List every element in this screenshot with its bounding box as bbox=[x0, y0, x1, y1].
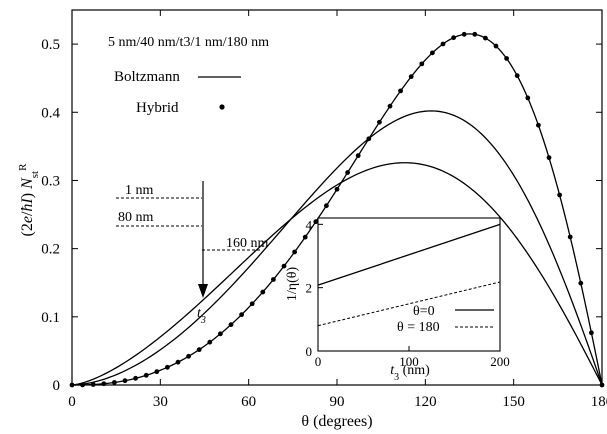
hybrid-point bbox=[324, 203, 329, 209]
inset-curves bbox=[317, 223, 501, 327]
y-tick-label: 0.3 bbox=[41, 173, 60, 189]
x-tick-label: 150 bbox=[502, 394, 525, 410]
thickness-label-160nm: 160 nm bbox=[226, 236, 269, 251]
hybrid-point bbox=[398, 88, 403, 94]
x-tick-label: 0 bbox=[68, 394, 76, 410]
inset-x-tick-label: 100 bbox=[399, 354, 419, 369]
x-tick-label: 30 bbox=[153, 394, 168, 410]
inset-y-axis-title: 1/η(θ) bbox=[285, 267, 300, 302]
hybrid-point bbox=[112, 380, 117, 385]
legend-hybrid-label: Hybrid bbox=[136, 100, 179, 116]
inset-ticks: 0 100 200 0 2 4 bbox=[306, 217, 510, 369]
hybrid-point bbox=[175, 359, 181, 365]
hybrid-point bbox=[514, 73, 520, 79]
inset-line-theta0 bbox=[317, 223, 501, 286]
hybrid-point bbox=[419, 61, 425, 67]
x-tick-label: 60 bbox=[241, 394, 256, 410]
legend-hybrid-dot bbox=[219, 104, 225, 110]
y-tick-label: 0.1 bbox=[41, 310, 60, 326]
inset-line-theta180 bbox=[317, 281, 501, 327]
hybrid-point bbox=[218, 331, 223, 337]
inset-y-tick-label: 4 bbox=[306, 217, 313, 232]
x-tick-label: 90 bbox=[330, 394, 345, 410]
hybrid-point bbox=[546, 155, 552, 161]
hybrid-point bbox=[249, 301, 255, 307]
hybrid-point bbox=[578, 280, 584, 286]
hybrid-point bbox=[493, 43, 499, 49]
hybrid-point bbox=[472, 31, 478, 37]
hybrid-point bbox=[536, 122, 541, 128]
x-axis-title: θ (degrees) bbox=[301, 413, 372, 430]
hybrid-point bbox=[281, 263, 287, 269]
inset-y-tick-label: 0 bbox=[306, 344, 313, 359]
main-ticks: 0 30 60 90 120 150 180 0 0.1 0.2 0.3 0.4 0.5 bbox=[41, 10, 607, 410]
inset-x-axis-title: t3 (nm) bbox=[390, 363, 430, 383]
hybrid-point bbox=[408, 74, 414, 80]
legend-boltzmann-label: Boltzmann bbox=[114, 69, 180, 85]
hybrid-point bbox=[366, 136, 372, 142]
hybrid-points bbox=[69, 31, 605, 388]
hybrid-point bbox=[302, 234, 308, 240]
structure-annotation: 5 nm/40 nm/t3/1 nm/180 nm bbox=[108, 35, 269, 50]
hybrid-point bbox=[557, 192, 562, 198]
hybrid-point bbox=[440, 41, 446, 47]
inset-x-tick-label: 0 bbox=[315, 354, 322, 369]
thickness-label-80nm: 80 nm bbox=[118, 210, 154, 225]
hybrid-point bbox=[207, 339, 213, 345]
inset-x-tick-label: 200 bbox=[490, 354, 510, 369]
hybrid-point bbox=[387, 103, 393, 109]
y-tick-label: 0 bbox=[53, 378, 61, 394]
y-tick-label: 0.5 bbox=[41, 37, 60, 53]
x-tick-label: 120 bbox=[414, 394, 437, 410]
series-line-80-nm bbox=[71, 110, 603, 386]
t3-arrow-label: t3 bbox=[197, 306, 206, 326]
hybrid-point bbox=[451, 35, 456, 41]
y-tick-label: 0.2 bbox=[41, 242, 60, 258]
hybrid-point bbox=[567, 234, 573, 240]
y-tick-label: 0.4 bbox=[41, 105, 60, 121]
hybrid-point bbox=[334, 186, 340, 192]
hybrid-point bbox=[165, 364, 170, 370]
x-tick-label: 180 bbox=[591, 394, 607, 410]
inset-y-tick-label: 2 bbox=[306, 281, 313, 296]
main-chart: 0 30 60 90 120 150 180 0 0.1 0.2 0.3 0.4 0.5 θ (degr… bbox=[17, 9, 607, 430]
hybrid-point bbox=[483, 35, 488, 41]
hybrid-point bbox=[271, 277, 276, 282]
hybrid-point bbox=[80, 382, 85, 388]
hybrid-point bbox=[90, 382, 96, 387]
thickness-label-1nm: 1 nm bbox=[125, 183, 154, 198]
inset-chart: 0 100 200 0 2 4 1/η(θ) t3 (nm) θ=0 θ = 180 bbox=[285, 217, 510, 382]
hybrid-point bbox=[525, 95, 531, 101]
inset-legend-theta180-label: θ = 180 bbox=[397, 320, 440, 335]
hybrid-point bbox=[355, 153, 361, 159]
hybrid-point bbox=[186, 353, 192, 359]
y-axis-title: (2e/ħI) NstR bbox=[17, 163, 41, 237]
hybrid-point bbox=[292, 249, 297, 255]
hybrid-point bbox=[101, 381, 107, 387]
hybrid-point bbox=[504, 56, 509, 61]
hybrid-point bbox=[196, 347, 202, 353]
series-line-160-nm bbox=[71, 162, 603, 386]
hybrid-point bbox=[133, 375, 139, 381]
hybrid-point bbox=[589, 330, 594, 336]
inset-plot-frame bbox=[317, 217, 501, 352]
t3-arrow-head bbox=[198, 284, 208, 298]
hybrid-point bbox=[313, 219, 319, 225]
hybrid-point bbox=[345, 170, 350, 175]
hybrid-point bbox=[239, 312, 245, 318]
hybrid-point bbox=[377, 119, 382, 125]
hybrid-point bbox=[228, 322, 234, 328]
hybrid-point bbox=[143, 372, 149, 378]
hybrid-point bbox=[461, 31, 467, 37]
hybrid-point bbox=[154, 369, 160, 375]
hybrid-point bbox=[122, 378, 128, 384]
inset-legend-theta0-label: θ=0 bbox=[413, 304, 435, 319]
hybrid-point bbox=[260, 289, 266, 295]
hybrid-point bbox=[430, 50, 435, 56]
